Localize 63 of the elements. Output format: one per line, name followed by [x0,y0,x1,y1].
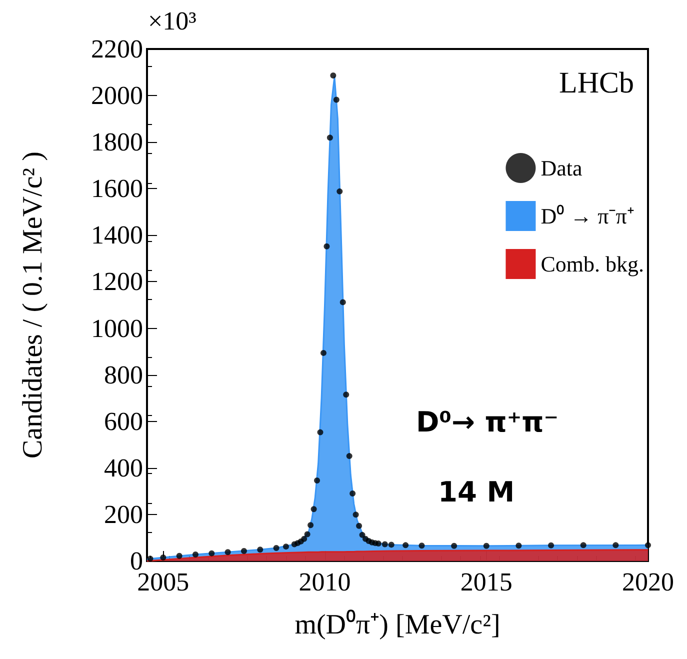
legend-label: Data [540,156,582,180]
y-axis-title: Candidates / ( 0.1 MeV/c² ) [18,152,48,458]
point [612,542,619,548]
point [350,490,356,497]
y-tick-label: 1000 [91,314,143,343]
annotation: D⁰→ π⁺π⁻ [416,406,559,438]
text: ×10³ [148,6,197,36]
point [645,542,651,548]
point [282,544,289,550]
point [346,453,352,460]
x-tick-label: 2015 [460,568,512,596]
y-tick-label: 1400 [91,220,143,250]
annotation: 14 M [438,476,515,508]
point [208,550,215,556]
point [548,542,554,548]
y-tick-label: 1200 [91,267,143,296]
x-tick-label: 2010 [298,568,351,596]
point [147,556,154,562]
point [326,134,333,141]
y-tick-label: 2000 [91,81,143,110]
y-tick-label: 400 [104,453,143,482]
point [310,506,317,512]
annotation: LHCb [559,66,634,100]
point [340,299,346,306]
y-tick-label: 1600 [91,174,143,204]
y-tick-label: 600 [104,406,143,436]
legend-label: D⁰ → π⁻π⁺ [540,204,634,228]
x-tick-label: 2020 [622,568,674,596]
point [192,551,198,558]
point [308,522,314,528]
point [330,72,336,79]
point [352,512,359,518]
y-tick-label: 2200 [91,34,143,64]
point [402,542,409,548]
y-tick-label: 800 [104,360,143,390]
point [388,542,394,548]
point [333,96,340,103]
point [324,243,330,250]
point [382,541,388,548]
point [224,549,231,556]
point [257,546,264,553]
point [304,531,310,538]
point [273,544,280,551]
y-tick-label: 200 [104,500,143,529]
point [240,548,247,554]
point [317,429,324,436]
point [314,477,320,484]
point [343,392,350,398]
point [336,188,343,194]
legend-label: Comb. bkg. [540,252,644,276]
point [580,542,586,548]
point [176,552,182,559]
x-axis-title: m(D⁰π⁺) [MeV/c²] [294,610,500,640]
point [301,536,308,542]
point [451,542,458,549]
point [320,350,326,356]
point [375,540,382,547]
point [516,542,522,549]
y-tick-label: 1800 [91,128,143,157]
point [483,542,490,549]
point [160,554,166,561]
point [356,522,362,529]
point [418,542,425,549]
